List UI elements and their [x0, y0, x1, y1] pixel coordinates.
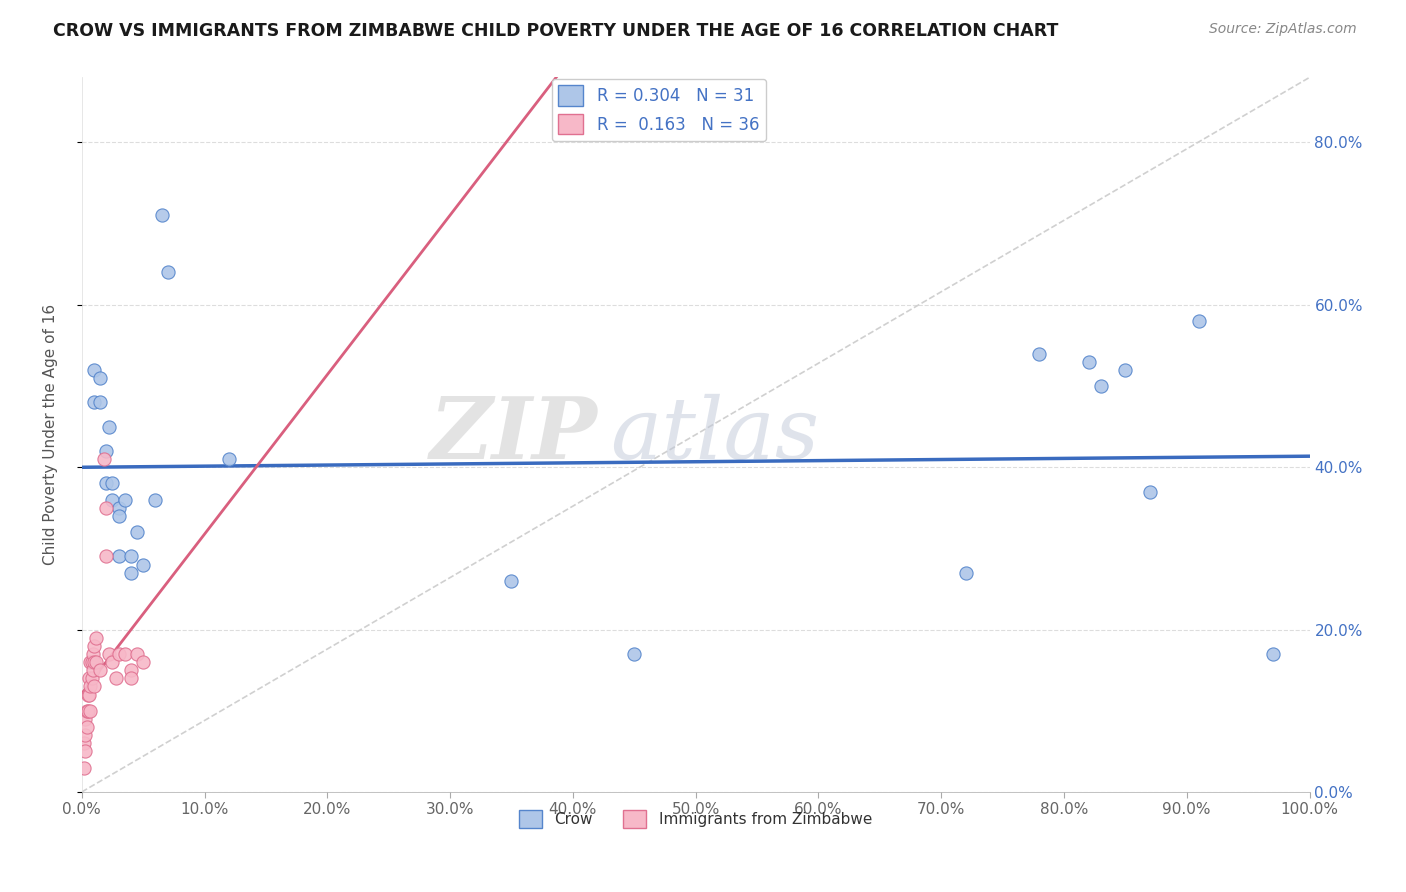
Point [86, 631, 108, 645]
Point [101, 655, 124, 669]
Point [75, 712, 97, 726]
Point [80, 655, 103, 669]
Point [83, 655, 105, 669]
Point [125, 647, 148, 661]
Point [132, 655, 155, 669]
Point [101, 492, 124, 507]
Point [101, 476, 124, 491]
Point [82, 647, 104, 661]
Point [156, 265, 179, 279]
Point [150, 209, 173, 223]
Text: Source: ZipAtlas.com: Source: ZipAtlas.com [1209, 22, 1357, 37]
Point [107, 508, 129, 523]
Point [1261, 647, 1284, 661]
Point [79, 680, 101, 694]
Point [132, 558, 155, 572]
Point [79, 655, 101, 669]
Point [114, 647, 136, 661]
Point [120, 671, 142, 685]
Text: CROW VS IMMIGRANTS FROM ZIMBABWE CHILD POVERTY UNDER THE AGE OF 16 CORRELATION C: CROW VS IMMIGRANTS FROM ZIMBABWE CHILD P… [53, 22, 1059, 40]
Point [83, 363, 105, 377]
Point [501, 574, 523, 588]
Point [75, 728, 97, 742]
Point [77, 671, 100, 685]
Point [1077, 354, 1099, 368]
Point [76, 704, 98, 718]
Point [73, 761, 96, 775]
Point [1139, 484, 1161, 499]
Point [79, 704, 101, 718]
Point [75, 744, 97, 758]
Point [107, 549, 129, 564]
Y-axis label: Child Poverty Under the Age of 16: Child Poverty Under the Age of 16 [44, 304, 58, 566]
Point [89, 371, 111, 385]
Point [77, 688, 100, 702]
Point [120, 663, 142, 677]
Point [83, 395, 105, 409]
Point [1114, 363, 1136, 377]
Point [86, 655, 108, 669]
Point [105, 671, 128, 685]
Legend: Crow, Immigrants from Zimbabwe: Crow, Immigrants from Zimbabwe [513, 804, 879, 834]
Point [107, 500, 129, 515]
Point [120, 566, 142, 580]
Point [1090, 379, 1112, 393]
Point [1028, 346, 1050, 360]
Point [623, 647, 645, 661]
Point [1188, 314, 1211, 328]
Point [76, 688, 98, 702]
Point [80, 671, 103, 685]
Point [145, 492, 167, 507]
Point [96, 500, 118, 515]
Point [120, 549, 142, 564]
Point [125, 525, 148, 540]
Point [955, 566, 977, 580]
Point [97, 419, 120, 434]
Point [76, 704, 98, 718]
Point [89, 663, 111, 677]
Point [76, 720, 98, 734]
Point [82, 663, 104, 677]
Point [96, 549, 118, 564]
Point [96, 444, 118, 458]
Text: ZIP: ZIP [429, 393, 598, 476]
Point [96, 476, 118, 491]
Point [93, 452, 115, 467]
Point [218, 452, 240, 467]
Point [83, 680, 105, 694]
Point [107, 647, 129, 661]
Text: atlas: atlas [610, 393, 818, 476]
Point [97, 647, 120, 661]
Point [89, 395, 111, 409]
Point [83, 639, 105, 653]
Point [114, 492, 136, 507]
Point [73, 736, 96, 750]
